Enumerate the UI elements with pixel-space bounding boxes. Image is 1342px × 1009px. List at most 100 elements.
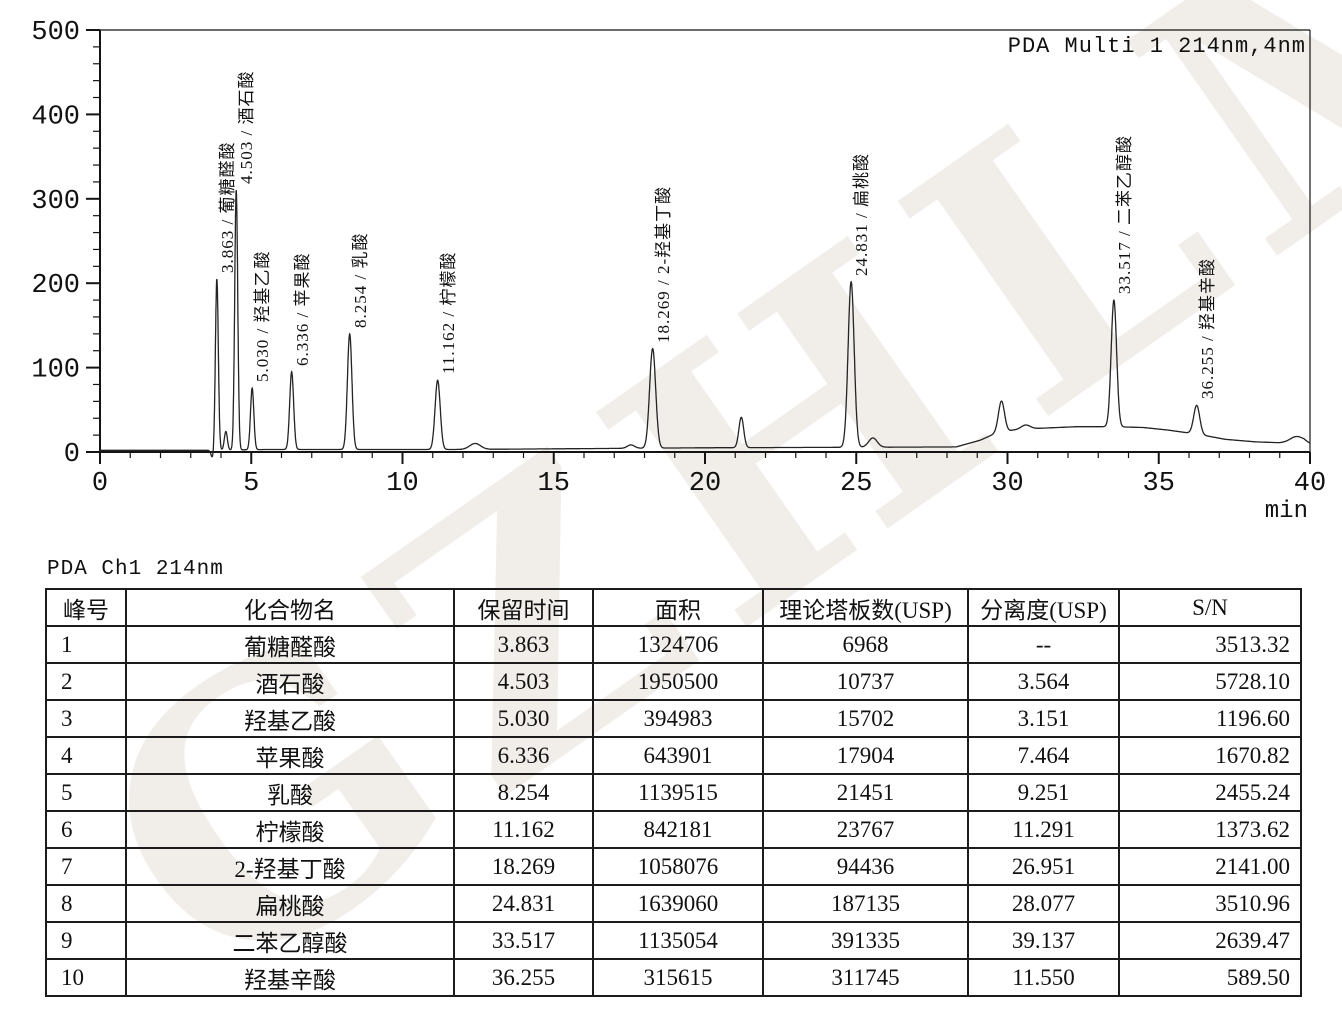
table-cell: 1639060 <box>592 884 764 923</box>
table-cell: 36.255 <box>453 958 594 997</box>
table-cell: 11.162 <box>453 810 594 849</box>
x-axis-tick-label: 40 <box>1294 469 1326 499</box>
peak-label-8.254: 8.254 / 乳酸 <box>350 232 370 328</box>
table-cell: 315615 <box>592 958 764 997</box>
table-column-header: 保留时间 <box>453 588 594 627</box>
x-axis-tick-label: 0 <box>92 469 108 499</box>
table-cell: 乳酸 <box>125 773 455 812</box>
table-column-header: S/N <box>1118 588 1302 627</box>
table-title: PDA Ch1 214nm <box>47 558 224 581</box>
table-cell: 391335 <box>762 921 969 960</box>
x-axis-tick-label: 15 <box>538 469 570 499</box>
table-header-row: 峰号 化合物名 保留时间 面积 理论塔板数(USP) 分离度(USP) S/N <box>45 588 1302 627</box>
table-row: 9 二苯乙醇酸 33.517 1135054 391335 39.137 2639.47 <box>45 921 1302 960</box>
table-cell: 17904 <box>762 736 969 775</box>
table-row: 1 葡糖醛酸 3.863 1324706 6968 -- 3513.32 <box>45 625 1302 664</box>
table-cell: 1670.82 <box>1118 736 1302 775</box>
table-column-header: 峰号 <box>45 588 127 627</box>
table-cell: 1373.62 <box>1118 810 1302 849</box>
table-row: 3 羟基乙酸 5.030 394983 15702 3.151 1196.60 <box>45 699 1302 738</box>
table-cell: 二苯乙醇酸 <box>125 921 455 960</box>
table-column-header: 分离度(USP) <box>967 588 1120 627</box>
y-axis-tick-label: 100 <box>31 356 80 386</box>
table-cell: 3.564 <box>967 662 1120 701</box>
table-cell: 酒石酸 <box>125 662 455 701</box>
table-cell: 24.831 <box>453 884 594 923</box>
peak-label-4.503: 4.503 / 酒石酸 <box>237 70 257 184</box>
table-column-header: 化合物名 <box>125 588 455 627</box>
table-cell: 643901 <box>592 736 764 775</box>
table-cell: 1196.60 <box>1118 699 1302 738</box>
table-column-header: 理论塔板数(USP) <box>762 588 969 627</box>
table-cell: 94436 <box>762 847 969 886</box>
table-cell: 21451 <box>762 773 969 812</box>
table-cell: 5.030 <box>453 699 594 738</box>
table-cell: 1135054 <box>592 921 764 960</box>
table-cell: 7 <box>45 847 127 886</box>
table-cell: 39.137 <box>967 921 1120 960</box>
peak-label-24.831: 24.831 / 扁桃酸 <box>852 152 872 276</box>
detector-channel-label: PDA Multi 1 214nm,4nm <box>1007 34 1306 59</box>
table-cell: 7.464 <box>967 736 1120 775</box>
table-cell: 2-羟基丁酸 <box>125 847 455 886</box>
peak-label-5.030: 5.030 / 羟基乙酸 <box>253 250 273 383</box>
table-cell: 葡糖醛酸 <box>125 625 455 664</box>
table-cell: 18.269 <box>453 847 594 886</box>
table-cell: 5728.10 <box>1118 662 1302 701</box>
table-cell: 4 <box>45 736 127 775</box>
table-cell: 3.863 <box>453 625 594 664</box>
peak-label-36.255: 36.255 / 羟基辛酸 <box>1197 258 1217 400</box>
table-cell: 3 <box>45 699 127 738</box>
table-cell: 589.50 <box>1118 958 1302 997</box>
peak-result-table: 峰号 化合物名 保留时间 面积 理论塔板数(USP) 分离度(USP) S/N 1 葡糖醛酸 3… <box>45 588 1302 997</box>
peak-label-18.269: 18.269 / 2-羟基丁酸 <box>653 185 673 343</box>
table-cell: 2639.47 <box>1118 921 1302 960</box>
chromatogram-chart: 0 5 10 15 20 25 30 35 40 0 100 200 300 400 500 PDA Mul… <box>31 18 1326 525</box>
table-cell: 842181 <box>592 810 764 849</box>
chromatogram-trace <box>100 189 1311 458</box>
table-cell: 311745 <box>762 958 969 997</box>
table-row: 10 羟基辛酸 36.255 315615 311745 11.550 589.50 <box>45 958 1302 997</box>
x-axis-tick-label: 5 <box>243 469 259 499</box>
table-cell: 1324706 <box>592 625 764 664</box>
table-cell: 柠檬酸 <box>125 810 455 849</box>
table-row: 7 2-羟基丁酸 18.269 1058076 94436 26.951 2141.00 <box>45 847 1302 886</box>
x-axis-tick-label: 25 <box>840 469 872 499</box>
table-cell: 5 <box>45 773 127 812</box>
table-cell: 6.336 <box>453 736 594 775</box>
table-cell: 1950500 <box>592 662 764 701</box>
table-cell: 11.550 <box>967 958 1120 997</box>
table-row: 4 苹果酸 6.336 643901 17904 7.464 1670.82 <box>45 736 1302 775</box>
table-cell: 394983 <box>592 699 764 738</box>
y-axis-tick-label: 400 <box>31 102 80 132</box>
x-axis-tick-label: 10 <box>386 469 418 499</box>
table-cell: 187135 <box>762 884 969 923</box>
table-cell: -- <box>967 625 1120 664</box>
table-column-header: 面积 <box>592 588 764 627</box>
y-axis-tick-label: 500 <box>31 18 80 48</box>
table-cell: 3.151 <box>967 699 1120 738</box>
table-cell: 羟基乙酸 <box>125 699 455 738</box>
table-cell: 3513.32 <box>1118 625 1302 664</box>
table-cell: 33.517 <box>453 921 594 960</box>
table-cell: 4.503 <box>453 662 594 701</box>
peak-label-33.517: 33.517 / 二苯乙醇酸 <box>1114 135 1134 295</box>
table-cell: 6968 <box>762 625 969 664</box>
table-cell: 1 <box>45 625 127 664</box>
table-cell: 1058076 <box>592 847 764 886</box>
table-cell: 6 <box>45 810 127 849</box>
table-cell: 2 <box>45 662 127 701</box>
table-row: 8 扁桃酸 24.831 1639060 187135 28.077 3510.96 <box>45 884 1302 923</box>
peak-label-6.336: 6.336 / 苹果酸 <box>292 252 312 366</box>
table-cell: 26.951 <box>967 847 1120 886</box>
x-axis-tick-label: 35 <box>1143 469 1175 499</box>
table-cell: 3510.96 <box>1118 884 1302 923</box>
table-row: 2 酒石酸 4.503 1950500 10737 3.564 5728.10 <box>45 662 1302 701</box>
table-cell: 9 <box>45 921 127 960</box>
table-cell: 9.251 <box>967 773 1120 812</box>
x-axis-tick-label: 30 <box>991 469 1023 499</box>
table-cell: 28.077 <box>967 884 1120 923</box>
table-cell: 11.291 <box>967 810 1120 849</box>
table-cell: 2141.00 <box>1118 847 1302 886</box>
